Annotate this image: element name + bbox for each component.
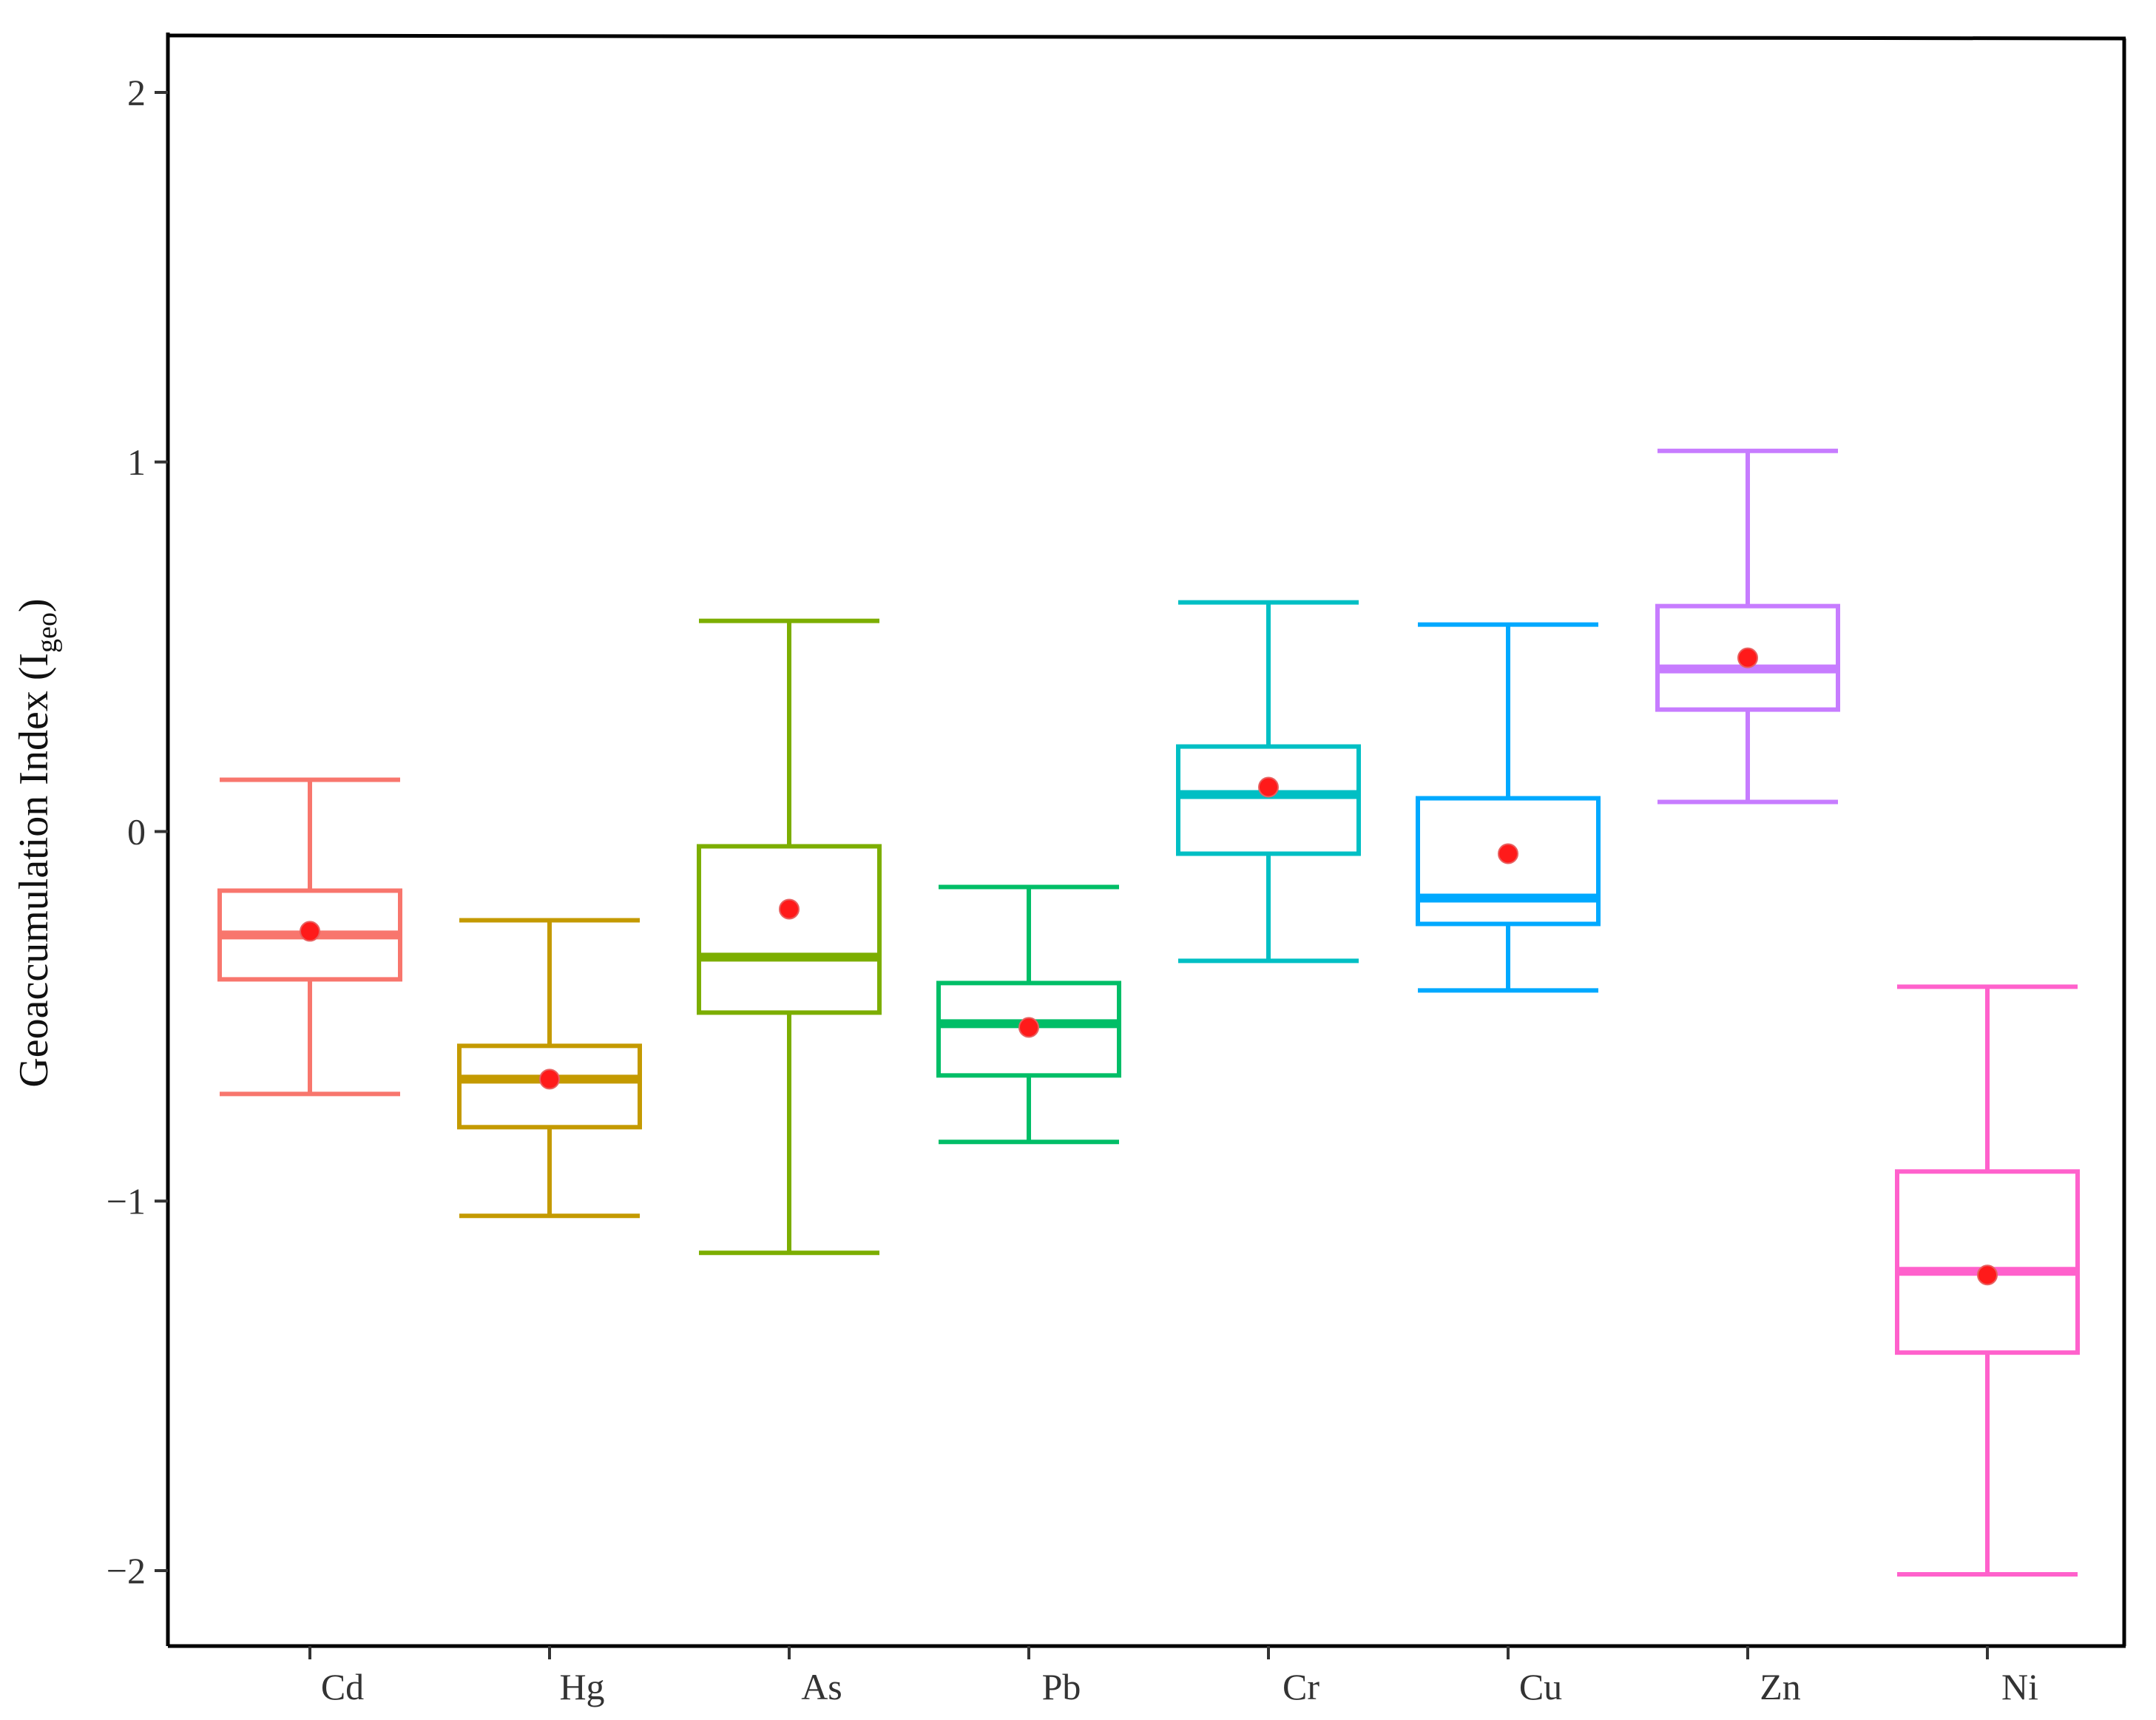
box-cd [217, 777, 402, 1097]
x-tick-label: Hg [559, 1666, 604, 1707]
box-cr [1176, 600, 1361, 964]
x-tick-label: Zn [1760, 1666, 1801, 1707]
y-tick-label: 1 [127, 441, 146, 483]
y-tick-label: −1 [107, 1180, 146, 1222]
y-tick-label: −2 [107, 1550, 146, 1591]
box-as [697, 618, 882, 1256]
box-zn [1655, 448, 1840, 805]
x-tick-label: Pb [1042, 1666, 1081, 1707]
y-ticks: −2 −1 0 1 2 [107, 72, 168, 1591]
mean-marker [300, 921, 320, 942]
mean-marker [1737, 647, 1758, 668]
iqr-box [697, 844, 882, 1015]
y-axis-title-main: Geoaccumulation Index (I [11, 653, 57, 1088]
box-hg [457, 918, 642, 1219]
y-tick-label: 2 [127, 72, 146, 113]
iqr-box [1895, 1169, 2080, 1355]
mean-marker [1977, 1264, 1998, 1286]
box-pb [936, 884, 1121, 1145]
y-axis-title-subscript: geo [32, 612, 63, 653]
x-tick-label: As [801, 1666, 842, 1707]
x-tick-label: Cu [1519, 1666, 1562, 1707]
y-axis-title-close: ) [11, 598, 57, 612]
y-axis-title: Geoaccumulation Index (Igeo) [11, 598, 63, 1087]
x-tick-label: Cr [1283, 1666, 1319, 1707]
mean-marker [539, 1069, 560, 1090]
panel-top-border [167, 33, 2126, 41]
x-tick-label: Cd [321, 1666, 364, 1707]
mean-marker [1498, 843, 1518, 864]
x-tick-label: Ni [2001, 1666, 2038, 1707]
boxes [217, 448, 2080, 1577]
y-tick-label: 0 [127, 811, 146, 853]
box-ni [1895, 984, 2080, 1577]
x-ticks: Cd Hg As Pb Cr Cu Zn Ni [308, 1646, 2038, 1707]
mean-marker [779, 898, 800, 920]
box-cu [1416, 622, 1601, 993]
iqr-box [1176, 744, 1361, 856]
mean-marker [1018, 1017, 1039, 1038]
mean-marker [1258, 776, 1279, 798]
plot-panel [166, 33, 2126, 1648]
